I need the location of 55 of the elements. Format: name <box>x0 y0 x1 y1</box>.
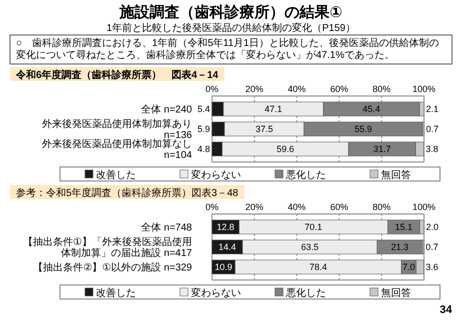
y-tick-label: 全体 n=240 <box>141 104 192 116</box>
data-label: 3.6 <box>426 262 438 272</box>
x-tick-label: 60% <box>330 202 348 212</box>
data-label: 63.5 <box>301 242 319 252</box>
legend-label: 変わらない <box>191 169 241 181</box>
legend-label: 変わらない <box>191 287 241 299</box>
data-label: 5.9 <box>197 124 210 134</box>
text: 参考：令和5年度調査（歯科診療所票）図表3－48 <box>16 187 239 199</box>
legend-label: 無回答 <box>381 169 411 181</box>
data-label: 21.3 <box>390 242 408 252</box>
y-tick-label: 【抽出条件②】①以外の施設 n=329 <box>33 262 192 274</box>
legend-label: 悪化した <box>285 169 326 181</box>
y-tick-label: 【抽出条件①】「外来後発医薬品使用体制加算」の届出施設 n=417 <box>23 236 192 259</box>
data-label: 3.8 <box>426 144 438 154</box>
data-label: 59.6 <box>276 144 294 154</box>
data-label: 15.1 <box>394 222 413 232</box>
x-tick-label: 100% <box>412 202 436 212</box>
text: 令和6年度調査（歯科診療所票） 図表4－14 <box>15 69 219 81</box>
data-label: 45.4 <box>362 104 380 114</box>
y-tick-label: 全体 n=748 <box>141 222 192 234</box>
legend-label: 無回答 <box>381 287 411 299</box>
legend-label: 改善した <box>96 287 136 299</box>
data-label: 0.7 <box>426 124 439 134</box>
x-tick-label: 0% <box>205 202 219 212</box>
x-tick-label: 20% <box>245 202 264 212</box>
x-tick-label: 100% <box>412 84 436 94</box>
data-label: 31.7 <box>373 144 391 154</box>
x-tick-label: 60% <box>330 84 348 94</box>
data-label: 10.9 <box>214 262 232 272</box>
data-label: 55.9 <box>354 124 372 134</box>
y-tick-label: 外来後発医薬品使用体制加算なし n=104 <box>42 138 192 161</box>
x-tick-label: 80% <box>372 84 391 94</box>
data-label: 12.8 <box>216 222 234 232</box>
legend-label: 悪化した <box>285 287 326 299</box>
text: ○ 歯科診療所調査における、1年前（令和5年11月1日）と比較した、後発医薬品の供給体制の変化について尋ねたところ、歯科診療所全体では「変わらない」が47.1%であった。 <box>16 37 440 61</box>
data-label: 47.1 <box>264 104 282 114</box>
data-label: 4.8 <box>197 144 210 154</box>
x-tick-label: 40% <box>288 84 306 94</box>
data-label: 0.7 <box>426 242 438 252</box>
data-label: 78.4 <box>309 262 327 272</box>
x-tick-label: 0% <box>205 84 219 94</box>
data-label: 5.4 <box>197 104 210 114</box>
text: 施設調査（歯科診療所）の結果① <box>118 3 342 21</box>
text: 1年前と比較した後発医薬品の供給体制の変化（P159） <box>106 22 356 34</box>
data-label: 14.4 <box>218 242 236 252</box>
data-label: 2.0 <box>426 222 439 232</box>
text: 34 <box>440 304 453 316</box>
legend-label: 改善した <box>96 169 136 181</box>
x-tick-label: 40% <box>288 202 306 212</box>
x-tick-label: 20% <box>245 84 264 94</box>
x-tick-label: 80% <box>372 202 391 212</box>
data-label: 70.1 <box>304 222 322 232</box>
data-label: 2.1 <box>426 104 439 114</box>
data-label: 37.5 <box>255 124 274 134</box>
data-label: 7.0 <box>402 262 415 272</box>
